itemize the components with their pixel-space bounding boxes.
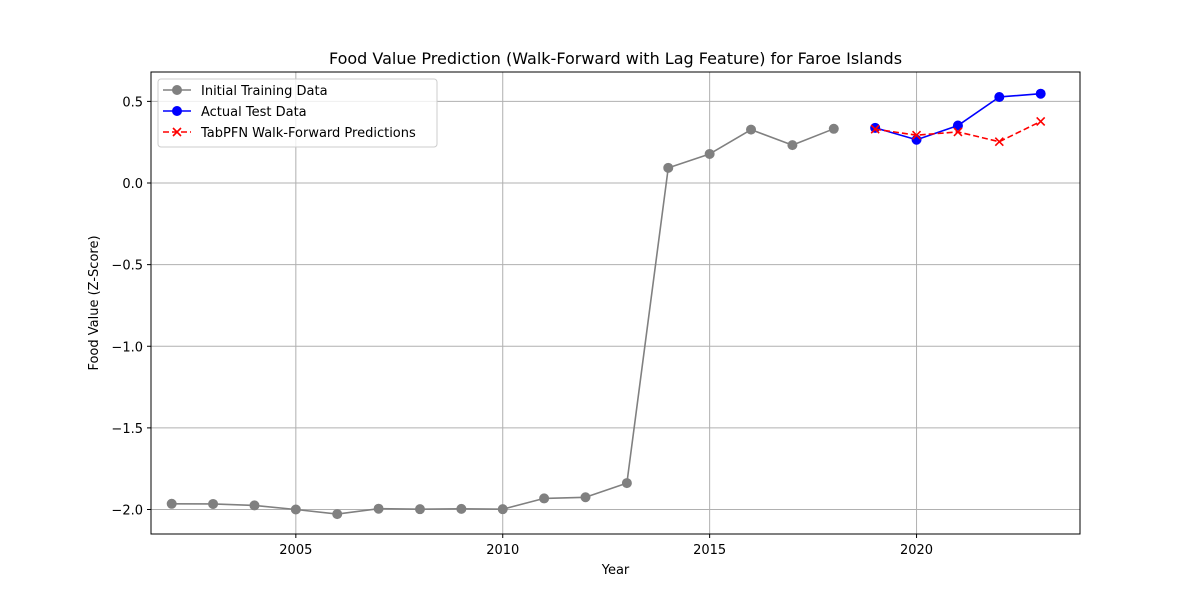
legend-label: Actual Test Data <box>201 105 307 120</box>
y-tick-label: −2.0 <box>111 504 143 519</box>
data-point-x-marker <box>870 124 880 134</box>
data-point <box>208 498 219 509</box>
data-point <box>539 493 550 504</box>
data-point <box>870 122 881 133</box>
data-point <box>704 148 715 159</box>
data-point <box>621 478 632 489</box>
legend: Initial Training Data Actual Test Data Tab… <box>157 78 438 148</box>
legend-marker <box>172 106 182 116</box>
legend-entry: TabPFN Walk-Forward Predictions <box>163 126 416 141</box>
data-point <box>580 492 591 503</box>
y-tick-label: 0.0 <box>122 177 143 192</box>
data-point <box>414 504 425 515</box>
data-point <box>994 91 1005 102</box>
data-point <box>497 504 508 515</box>
data-point <box>1035 88 1046 99</box>
data-point <box>373 503 384 514</box>
legend-entry: Actual Test Data <box>163 105 307 120</box>
data-point-x-marker <box>911 130 922 140</box>
series-1 <box>870 88 1046 145</box>
data-point <box>166 498 177 509</box>
data-point <box>332 509 343 520</box>
legend-entry: Initial Training Data <box>163 84 328 99</box>
x-tick-label: 2020 <box>900 543 933 558</box>
data-point-x-marker <box>994 137 1004 147</box>
legend-label: TabPFN Walk-Forward Predictions <box>200 126 416 141</box>
x-tick-label: 2005 <box>279 543 312 558</box>
legend-marker <box>172 85 182 95</box>
data-point <box>746 124 757 135</box>
data-point <box>663 162 674 173</box>
series-2 <box>870 116 1046 147</box>
legend-x-marker <box>172 127 182 137</box>
plot-frame <box>150 71 1081 535</box>
y-tick-label: −1.0 <box>111 340 143 355</box>
data-point <box>456 503 467 514</box>
data-point-x-marker <box>1036 116 1046 127</box>
axis-ticks: 2005 2010 2015 2020 0.5 0.0 −0.5 −1.0 −1.5 −2.0 <box>111 95 933 558</box>
data-series <box>166 88 1046 520</box>
data-point <box>787 140 798 151</box>
data-point <box>249 500 260 511</box>
legend-label: Initial Training Data <box>201 84 328 99</box>
x-tick-label: 2010 <box>486 543 519 558</box>
data-point <box>952 120 963 131</box>
x-axis-label: Year <box>601 563 630 578</box>
chart-title: Food Value Prediction (Walk-Forward with… <box>329 49 902 68</box>
y-axis-label: Food Value (Z-Score) <box>87 235 102 370</box>
y-tick-label: 0.5 <box>122 95 143 110</box>
data-point <box>290 504 301 515</box>
legend-box <box>157 78 438 148</box>
y-tick-label: −1.5 <box>111 422 143 437</box>
data-point-x-marker <box>953 127 963 137</box>
series-0 <box>166 123 839 520</box>
data-point <box>911 134 922 145</box>
x-tick-label: 2015 <box>693 543 726 558</box>
data-point <box>828 123 839 134</box>
y-tick-label: −0.5 <box>111 259 143 274</box>
